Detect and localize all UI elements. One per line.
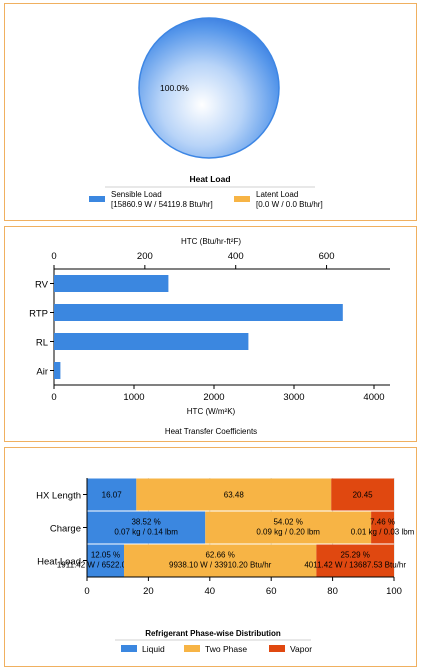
phase-data-label: 7.46 %	[370, 518, 395, 527]
htc-top-axis-label: HTC (Btu/hr-ft²F)	[181, 237, 241, 246]
htc-bottom-tick-label: 0	[51, 392, 56, 403]
legend-label-liquid: Liquid	[142, 644, 165, 654]
phase-x-tick-label: 0	[84, 586, 89, 597]
legend-label-latent: Latent Load	[256, 190, 298, 199]
phase-data-label: 25.29 %	[341, 551, 370, 560]
phase-bar-segment-vapor	[316, 544, 394, 577]
phase-data-label: 9938.10 W / 33910.20 Btu/hr	[169, 561, 272, 570]
htc-top-tick-label: 0	[51, 251, 56, 262]
legend-detail-sensible: [15860.9 W / 54119.8 Btu/hr]	[111, 200, 213, 209]
phase-bar-segment-two-phase	[205, 511, 372, 544]
htc-bar-rtp	[54, 304, 343, 321]
phase-data-label: 12.05 %	[91, 551, 120, 560]
htc-category-label: RV	[35, 280, 49, 291]
htc-bottom-tick-label: 1000	[123, 392, 144, 403]
phase-bar-segment-liquid	[87, 511, 206, 544]
pie-slice-label: 100.0%	[160, 83, 189, 93]
phase-data-label: 38.52 %	[131, 518, 160, 527]
phase-data-label: 0.09 kg / 0.20 lbm	[256, 528, 320, 537]
legend-detail-latent: [0.0 W / 0.0 Btu/hr]	[256, 200, 323, 209]
legend-label-two-phase: Two Phase	[205, 644, 247, 654]
phase-data-label: 16.07	[102, 491, 123, 500]
phase-category-label: Charge	[50, 524, 81, 535]
phase-chart: Refrigerant Phase-wise Distribution 16.0…	[36, 478, 415, 654]
pie-slice-sensible	[138, 17, 280, 159]
phase-x-tick-label: 40	[205, 586, 216, 597]
phase-data-label: 54.02 %	[273, 518, 302, 527]
htc-bottom-tick-label: 2000	[203, 392, 224, 403]
heat-load-title: Heat Load	[189, 174, 230, 184]
phase-bar-segment-liquid	[87, 544, 124, 577]
htc-bar-air	[54, 362, 61, 379]
legend-swatch-vapor	[269, 645, 285, 652]
htc-category-label: RTP	[29, 309, 48, 320]
phase-bar-segment-two-phase	[123, 544, 317, 577]
htc-bottom-axis-label: HTC (W/m²K)	[187, 407, 236, 416]
legend-label-vapor: Vapor	[290, 644, 312, 654]
phase-bar-segment-two-phase	[136, 478, 332, 511]
htc-bottom-tick-label: 3000	[283, 392, 304, 403]
legend-swatch-sensible	[89, 196, 105, 202]
htc-top-tick-label: 200	[137, 251, 153, 262]
phase-bar-segment-vapor	[371, 511, 394, 544]
htc-chart: HTC (Btu/hr-ft²F) HTC (W/m²K) Heat Trans…	[29, 237, 390, 436]
phase-x-tick-label: 80	[327, 586, 338, 597]
phase-data-label: 0.07 kg / 0.14 lbm	[114, 528, 178, 537]
legend-label-sensible: Sensible Load	[111, 190, 162, 199]
phase-data-label: 1911.42 W / 6522.05 Btu/hr	[57, 561, 155, 570]
htc-panel: HTC (Btu/hr-ft²F) HTC (W/m²K) Heat Trans…	[4, 226, 417, 442]
phase-data-label: 62.66 %	[205, 551, 234, 560]
phase-bar-segment-liquid	[87, 478, 137, 511]
htc-bar-rl	[54, 333, 249, 350]
legend-swatch-two-phase	[184, 645, 200, 652]
htc-bar-rv	[54, 275, 169, 292]
htc-category-label: Air	[36, 367, 48, 378]
phase-x-tick-label: 100	[386, 586, 402, 597]
htc-top-tick-label: 600	[319, 251, 335, 262]
htc-top-tick-label: 400	[228, 251, 244, 262]
phase-data-label: 63.48	[224, 491, 245, 500]
phase-bar-segment-vapor	[331, 478, 394, 511]
legend-swatch-latent	[234, 196, 250, 202]
phase-x-tick-label: 60	[266, 586, 277, 597]
htc-category-label: RL	[36, 338, 48, 349]
phase-panel: Refrigerant Phase-wise Distribution 16.0…	[4, 447, 417, 667]
heat-load-panel: 100.0% Heat Load Sensible Load [15860.9 …	[4, 3, 417, 221]
htc-bottom-tick-label: 4000	[363, 392, 384, 403]
phase-data-label: 0.01 kg / 0.03 lbm	[351, 528, 415, 537]
heat-load-chart: 100.0% Heat Load Sensible Load [15860.9 …	[89, 17, 323, 209]
phase-title: Refrigerant Phase-wise Distribution	[145, 629, 281, 638]
phase-category-label: HX Length	[36, 491, 81, 502]
htc-title: Heat Transfer Coefficients	[165, 427, 257, 436]
legend-swatch-liquid	[121, 645, 137, 652]
phase-x-tick-label: 20	[143, 586, 154, 597]
phase-data-label: 4011.42 W / 13687.53 Btu/hr	[304, 561, 406, 570]
phase-data-label: 20.45	[353, 491, 374, 500]
phase-category-label: Heat Load	[37, 557, 81, 568]
